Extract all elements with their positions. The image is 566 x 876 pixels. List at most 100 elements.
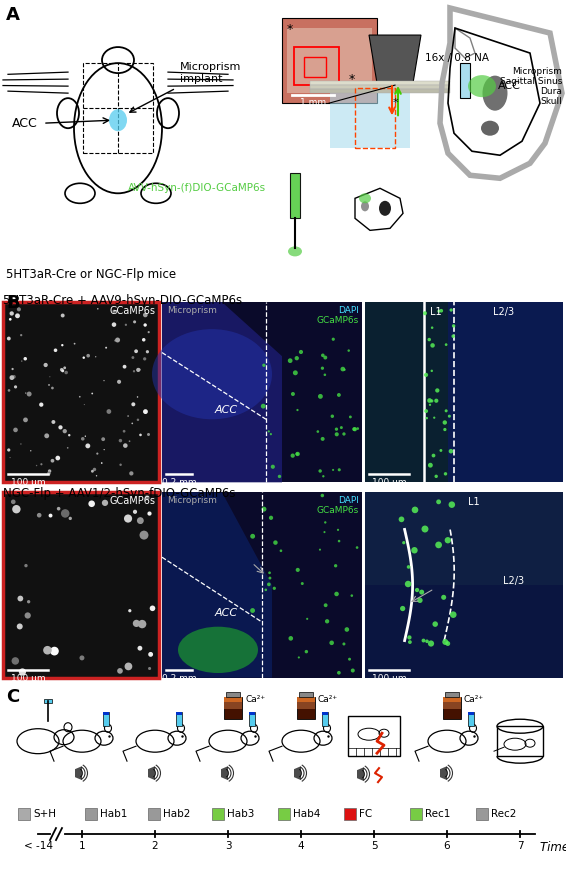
- Ellipse shape: [11, 368, 14, 371]
- Ellipse shape: [36, 465, 37, 466]
- Bar: [348, 717, 400, 756]
- Ellipse shape: [422, 526, 428, 533]
- Ellipse shape: [61, 509, 70, 518]
- Ellipse shape: [291, 392, 295, 396]
- Text: Rec2: Rec2: [491, 809, 516, 819]
- Text: 5HT3aR-Cre + AAV9-hSyn-DIO-GCaMP6s: 5HT3aR-Cre + AAV9-hSyn-DIO-GCaMP6s: [3, 294, 242, 307]
- Bar: [224, 697, 242, 703]
- Ellipse shape: [117, 380, 121, 384]
- Ellipse shape: [250, 533, 255, 539]
- Bar: [445, 692, 459, 697]
- Ellipse shape: [335, 432, 339, 436]
- Ellipse shape: [273, 540, 278, 545]
- Ellipse shape: [15, 314, 20, 318]
- Ellipse shape: [423, 311, 427, 315]
- Text: 6: 6: [444, 841, 451, 851]
- Ellipse shape: [17, 307, 21, 311]
- Ellipse shape: [338, 540, 340, 542]
- Ellipse shape: [148, 652, 153, 657]
- Ellipse shape: [268, 430, 270, 433]
- Ellipse shape: [448, 414, 451, 418]
- Ellipse shape: [298, 656, 300, 659]
- Bar: [443, 697, 461, 703]
- Ellipse shape: [267, 583, 271, 586]
- Ellipse shape: [445, 641, 450, 646]
- Bar: [44, 699, 52, 703]
- Ellipse shape: [428, 463, 433, 468]
- Ellipse shape: [417, 597, 423, 603]
- Ellipse shape: [337, 393, 341, 397]
- Ellipse shape: [127, 415, 129, 417]
- Bar: [355, 88, 395, 148]
- Bar: [176, 712, 182, 715]
- Text: ACC: ACC: [498, 81, 521, 91]
- Ellipse shape: [431, 370, 433, 372]
- Ellipse shape: [81, 437, 84, 441]
- Text: Hab3: Hab3: [227, 809, 254, 819]
- Ellipse shape: [61, 314, 65, 317]
- Ellipse shape: [137, 396, 138, 398]
- Ellipse shape: [114, 340, 117, 342]
- Ellipse shape: [138, 369, 140, 371]
- Ellipse shape: [452, 335, 455, 338]
- Ellipse shape: [7, 336, 11, 341]
- Ellipse shape: [318, 394, 323, 399]
- Bar: [103, 712, 109, 715]
- Ellipse shape: [415, 588, 419, 592]
- Ellipse shape: [10, 311, 14, 315]
- Ellipse shape: [149, 605, 155, 611]
- Ellipse shape: [356, 547, 358, 549]
- Ellipse shape: [321, 354, 325, 357]
- Bar: [85, 808, 97, 820]
- Ellipse shape: [337, 529, 339, 531]
- Bar: [224, 697, 242, 710]
- Ellipse shape: [97, 308, 98, 309]
- Ellipse shape: [136, 368, 140, 372]
- Ellipse shape: [331, 414, 334, 418]
- Ellipse shape: [134, 350, 138, 353]
- Bar: [83, 63, 153, 153]
- Ellipse shape: [342, 642, 345, 646]
- Ellipse shape: [424, 409, 428, 413]
- Bar: [448, 302, 563, 483]
- Ellipse shape: [25, 392, 27, 393]
- Text: AVV-hSyn-(f)DIO-GCaMP6s: AVV-hSyn-(f)DIO-GCaMP6s: [128, 183, 266, 194]
- Ellipse shape: [39, 402, 44, 406]
- Ellipse shape: [344, 369, 346, 371]
- Ellipse shape: [351, 668, 355, 673]
- Ellipse shape: [146, 350, 149, 353]
- Bar: [322, 712, 328, 726]
- Text: Sagittal Sinus: Sagittal Sinus: [500, 76, 562, 86]
- Text: L1: L1: [468, 498, 480, 507]
- Ellipse shape: [268, 571, 271, 574]
- Ellipse shape: [261, 506, 267, 512]
- Ellipse shape: [432, 454, 435, 457]
- Ellipse shape: [288, 358, 293, 363]
- Ellipse shape: [295, 356, 299, 360]
- Ellipse shape: [55, 456, 60, 461]
- Bar: [103, 712, 109, 726]
- Ellipse shape: [115, 337, 120, 343]
- Ellipse shape: [271, 464, 275, 469]
- Ellipse shape: [24, 612, 31, 618]
- Ellipse shape: [65, 371, 68, 374]
- Ellipse shape: [345, 627, 349, 632]
- Ellipse shape: [427, 399, 432, 403]
- Ellipse shape: [143, 313, 148, 317]
- Ellipse shape: [27, 600, 31, 604]
- Text: ACC: ACC: [12, 117, 38, 130]
- Ellipse shape: [402, 541, 405, 544]
- Ellipse shape: [125, 323, 127, 326]
- Ellipse shape: [63, 366, 66, 370]
- Ellipse shape: [295, 568, 300, 572]
- Ellipse shape: [79, 396, 80, 398]
- Ellipse shape: [295, 452, 299, 456]
- Ellipse shape: [91, 392, 93, 394]
- Ellipse shape: [426, 417, 428, 420]
- Text: 16x / 0.8 NA: 16x / 0.8 NA: [425, 53, 489, 63]
- Ellipse shape: [305, 650, 308, 653]
- Ellipse shape: [269, 516, 273, 520]
- Text: Ca²⁺: Ca²⁺: [464, 695, 484, 703]
- Ellipse shape: [424, 373, 428, 377]
- Polygon shape: [162, 302, 282, 483]
